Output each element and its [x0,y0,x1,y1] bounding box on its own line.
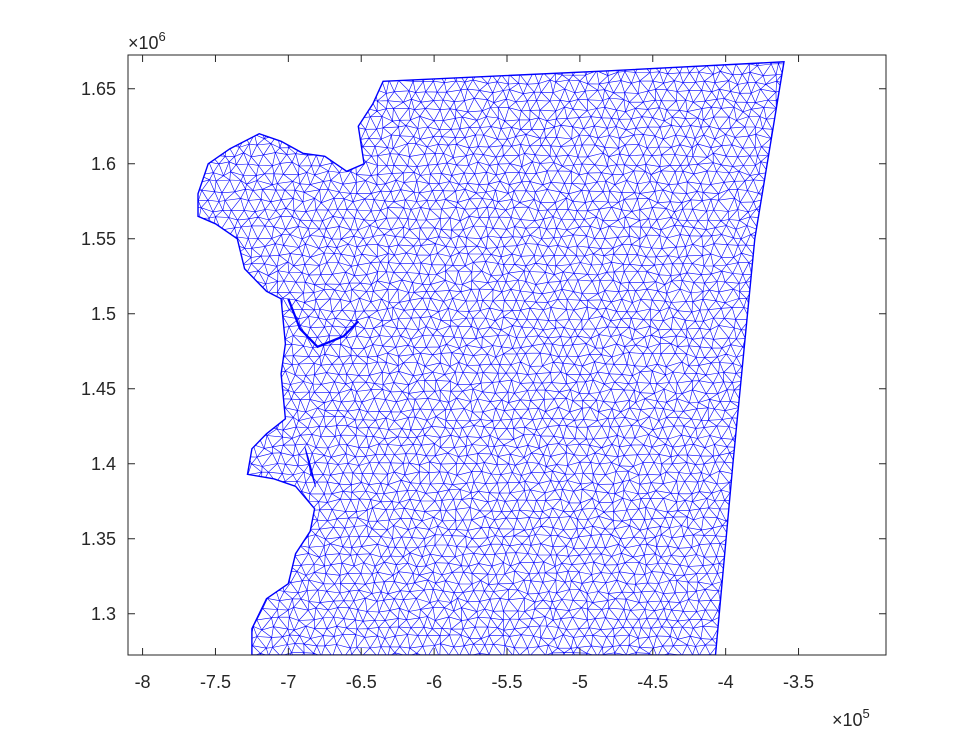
y-axis: 1.3 1.35 1.4 1.45 1.5 1.55 1.6 1.65 [81,79,886,624]
x-multiplier-exponent: 5 [863,706,870,721]
y-tick-label: 1.35 [81,529,116,549]
y-tick-label: 1.45 [81,379,116,399]
x-tick-label: -5.5 [491,672,522,692]
mesh-edges [198,61,784,655]
x-tick-label: -4 [718,672,734,692]
x-tick-label: -6.5 [346,672,377,692]
x-tick-label: -7.5 [200,672,231,692]
mesh-boundary [197,61,785,655]
x-tick-label: -3.5 [783,672,814,692]
x-tick-label: -5 [572,672,588,692]
mesh-refined-arc [287,298,360,349]
mesh-triangles [198,61,784,655]
mesh-refined-island [304,445,316,488]
x-axis: -8 -7.5 -7 -6.5 -6 -5.5 -5 -4.5 -4 -3.5 [135,55,814,692]
y-tick-label: 1.3 [91,604,116,624]
y-tick-label: 1.4 [91,454,116,474]
triangular-mesh [197,61,785,655]
y-tick-label: 1.55 [81,229,116,249]
y-tick-label: 1.6 [91,154,116,174]
x-axis-multiplier: ×105 [832,706,870,730]
y-tick-label: 1.65 [81,79,116,99]
y-axis-multiplier: ×106 [128,29,166,53]
x-multiplier-base: ×10 [832,710,863,730]
x-tick-label: -7 [280,672,296,692]
x-tick-label: -4.5 [637,672,668,692]
x-tick-label: -6 [426,672,442,692]
x-tick-label: -8 [135,672,151,692]
y-tick-label: 1.5 [91,304,116,324]
y-multiplier-base: ×10 [128,33,159,53]
y-multiplier-exponent: 6 [159,29,166,44]
